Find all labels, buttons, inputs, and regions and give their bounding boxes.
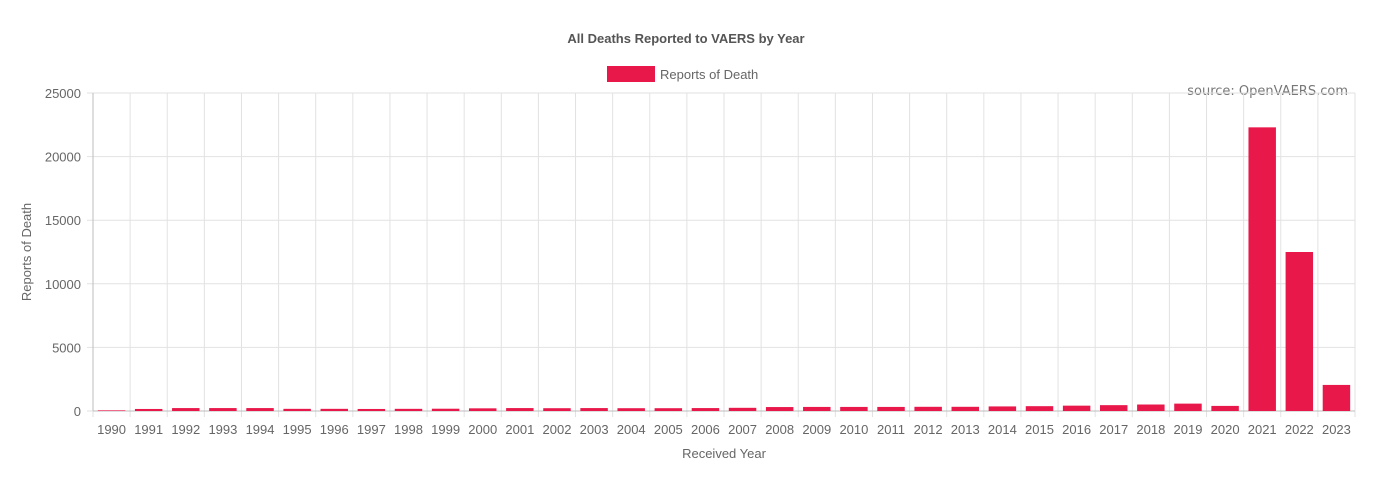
y-tick-label: 0 [74,404,81,419]
bar-2011[interactable] [877,406,905,411]
x-tick-label: 2013 [951,422,980,437]
x-tick-label: 2023 [1322,422,1351,437]
bar-2018[interactable] [1137,404,1165,411]
bar-1990[interactable] [97,410,126,411]
x-tick-label: 1994 [246,422,275,437]
bar-2006[interactable] [691,408,720,411]
x-axis-title: Received Year [682,446,767,461]
x-tick-label: 2001 [505,422,534,437]
x-tick-label: 1991 [134,422,163,437]
x-axis-ticks: 1990 1991 1992 1993 1994 1995 1996 1997 1998 1999… [97,422,1351,437]
bar-2010[interactable] [840,406,868,411]
legend[interactable]: Reports of Death [607,66,758,82]
x-tick-label: 2009 [802,422,831,437]
x-tick-label: 1999 [431,422,460,437]
x-tick-label: 2006 [691,422,720,437]
bars [97,127,1351,412]
y-axis-title: Reports of Death [19,203,34,301]
bar-2017[interactable] [1100,405,1128,411]
x-tick-label: 1997 [357,422,386,437]
bar-2003[interactable] [580,408,608,411]
x-tick-label: 2010 [839,422,868,437]
x-tick-label: 2002 [543,422,572,437]
bar-2007[interactable] [728,407,757,411]
x-tick-label: 2007 [728,422,757,437]
bar-2020[interactable] [1211,405,1239,411]
bar-2019[interactable] [1174,403,1202,411]
bar-2009[interactable] [803,406,831,411]
bar-2023[interactable] [1322,384,1351,411]
bar-2004[interactable] [617,408,645,411]
bar-2008[interactable] [765,407,794,411]
legend-swatch [607,66,655,82]
x-tick-label: 2019 [1174,422,1203,437]
bar-2001[interactable] [506,408,534,411]
bar-1996[interactable] [320,408,348,411]
grid [87,92,1356,417]
x-tick-label: 1995 [283,422,312,437]
bar-2002[interactable] [543,408,571,411]
x-tick-label: 2021 [1248,422,1277,437]
bar-2021[interactable] [1248,127,1276,412]
bar-1993[interactable] [209,408,237,411]
x-tick-label: 2020 [1211,422,1240,437]
x-tick-label: 2011 [877,422,905,437]
x-tick-label: 1990 [97,422,126,437]
x-tick-label: 2000 [468,422,497,437]
bar-1994[interactable] [246,408,274,411]
y-tick-label: 10000 [45,277,81,292]
y-tick-label: 15000 [45,213,81,228]
legend-label: Reports of Death [660,67,758,82]
x-tick-label: 2003 [580,422,609,437]
x-tick-label: 1993 [208,422,237,437]
bar-1997[interactable] [357,408,386,411]
x-tick-label: 2015 [1025,422,1054,437]
x-tick-label: 2018 [1136,422,1165,437]
x-tick-label: 2008 [765,422,794,437]
y-tick-label: 5000 [52,340,81,355]
x-tick-label: 2004 [617,422,646,437]
x-tick-label: 2016 [1062,422,1091,437]
x-tick-label: 2014 [988,422,1017,437]
x-tick-label: 1998 [394,422,423,437]
bar-1999[interactable] [431,408,460,411]
x-tick-label: 2017 [1099,422,1128,437]
x-tick-label: 1996 [320,422,349,437]
bar-2000[interactable] [469,408,497,411]
bar-2014[interactable] [988,406,1017,411]
chart-title: All Deaths Reported to VAERS by Year [567,31,804,46]
y-axis-ticks: 0 5000 10000 15000 20000 25000 [45,86,81,419]
bar-2016[interactable] [1062,405,1091,411]
bar-2015[interactable] [1025,406,1054,411]
y-tick-label: 25000 [45,86,81,101]
y-tick-label: 20000 [45,150,81,165]
bar-1991[interactable] [134,408,163,411]
x-tick-label: 2022 [1285,422,1314,437]
x-tick-label: 1992 [171,422,200,437]
x-tick-label: 2005 [654,422,683,437]
source-note: source: OpenVAERS.com [1187,84,1348,99]
x-tick-label: 2012 [914,422,943,437]
bar-1995[interactable] [283,408,311,411]
bar-1992[interactable] [172,408,200,411]
bar-2012[interactable] [914,406,942,411]
bar-2013[interactable] [951,406,979,411]
bar-2022[interactable] [1285,252,1314,411]
bar-2005[interactable] [654,408,683,411]
bar-1998[interactable] [394,408,423,411]
